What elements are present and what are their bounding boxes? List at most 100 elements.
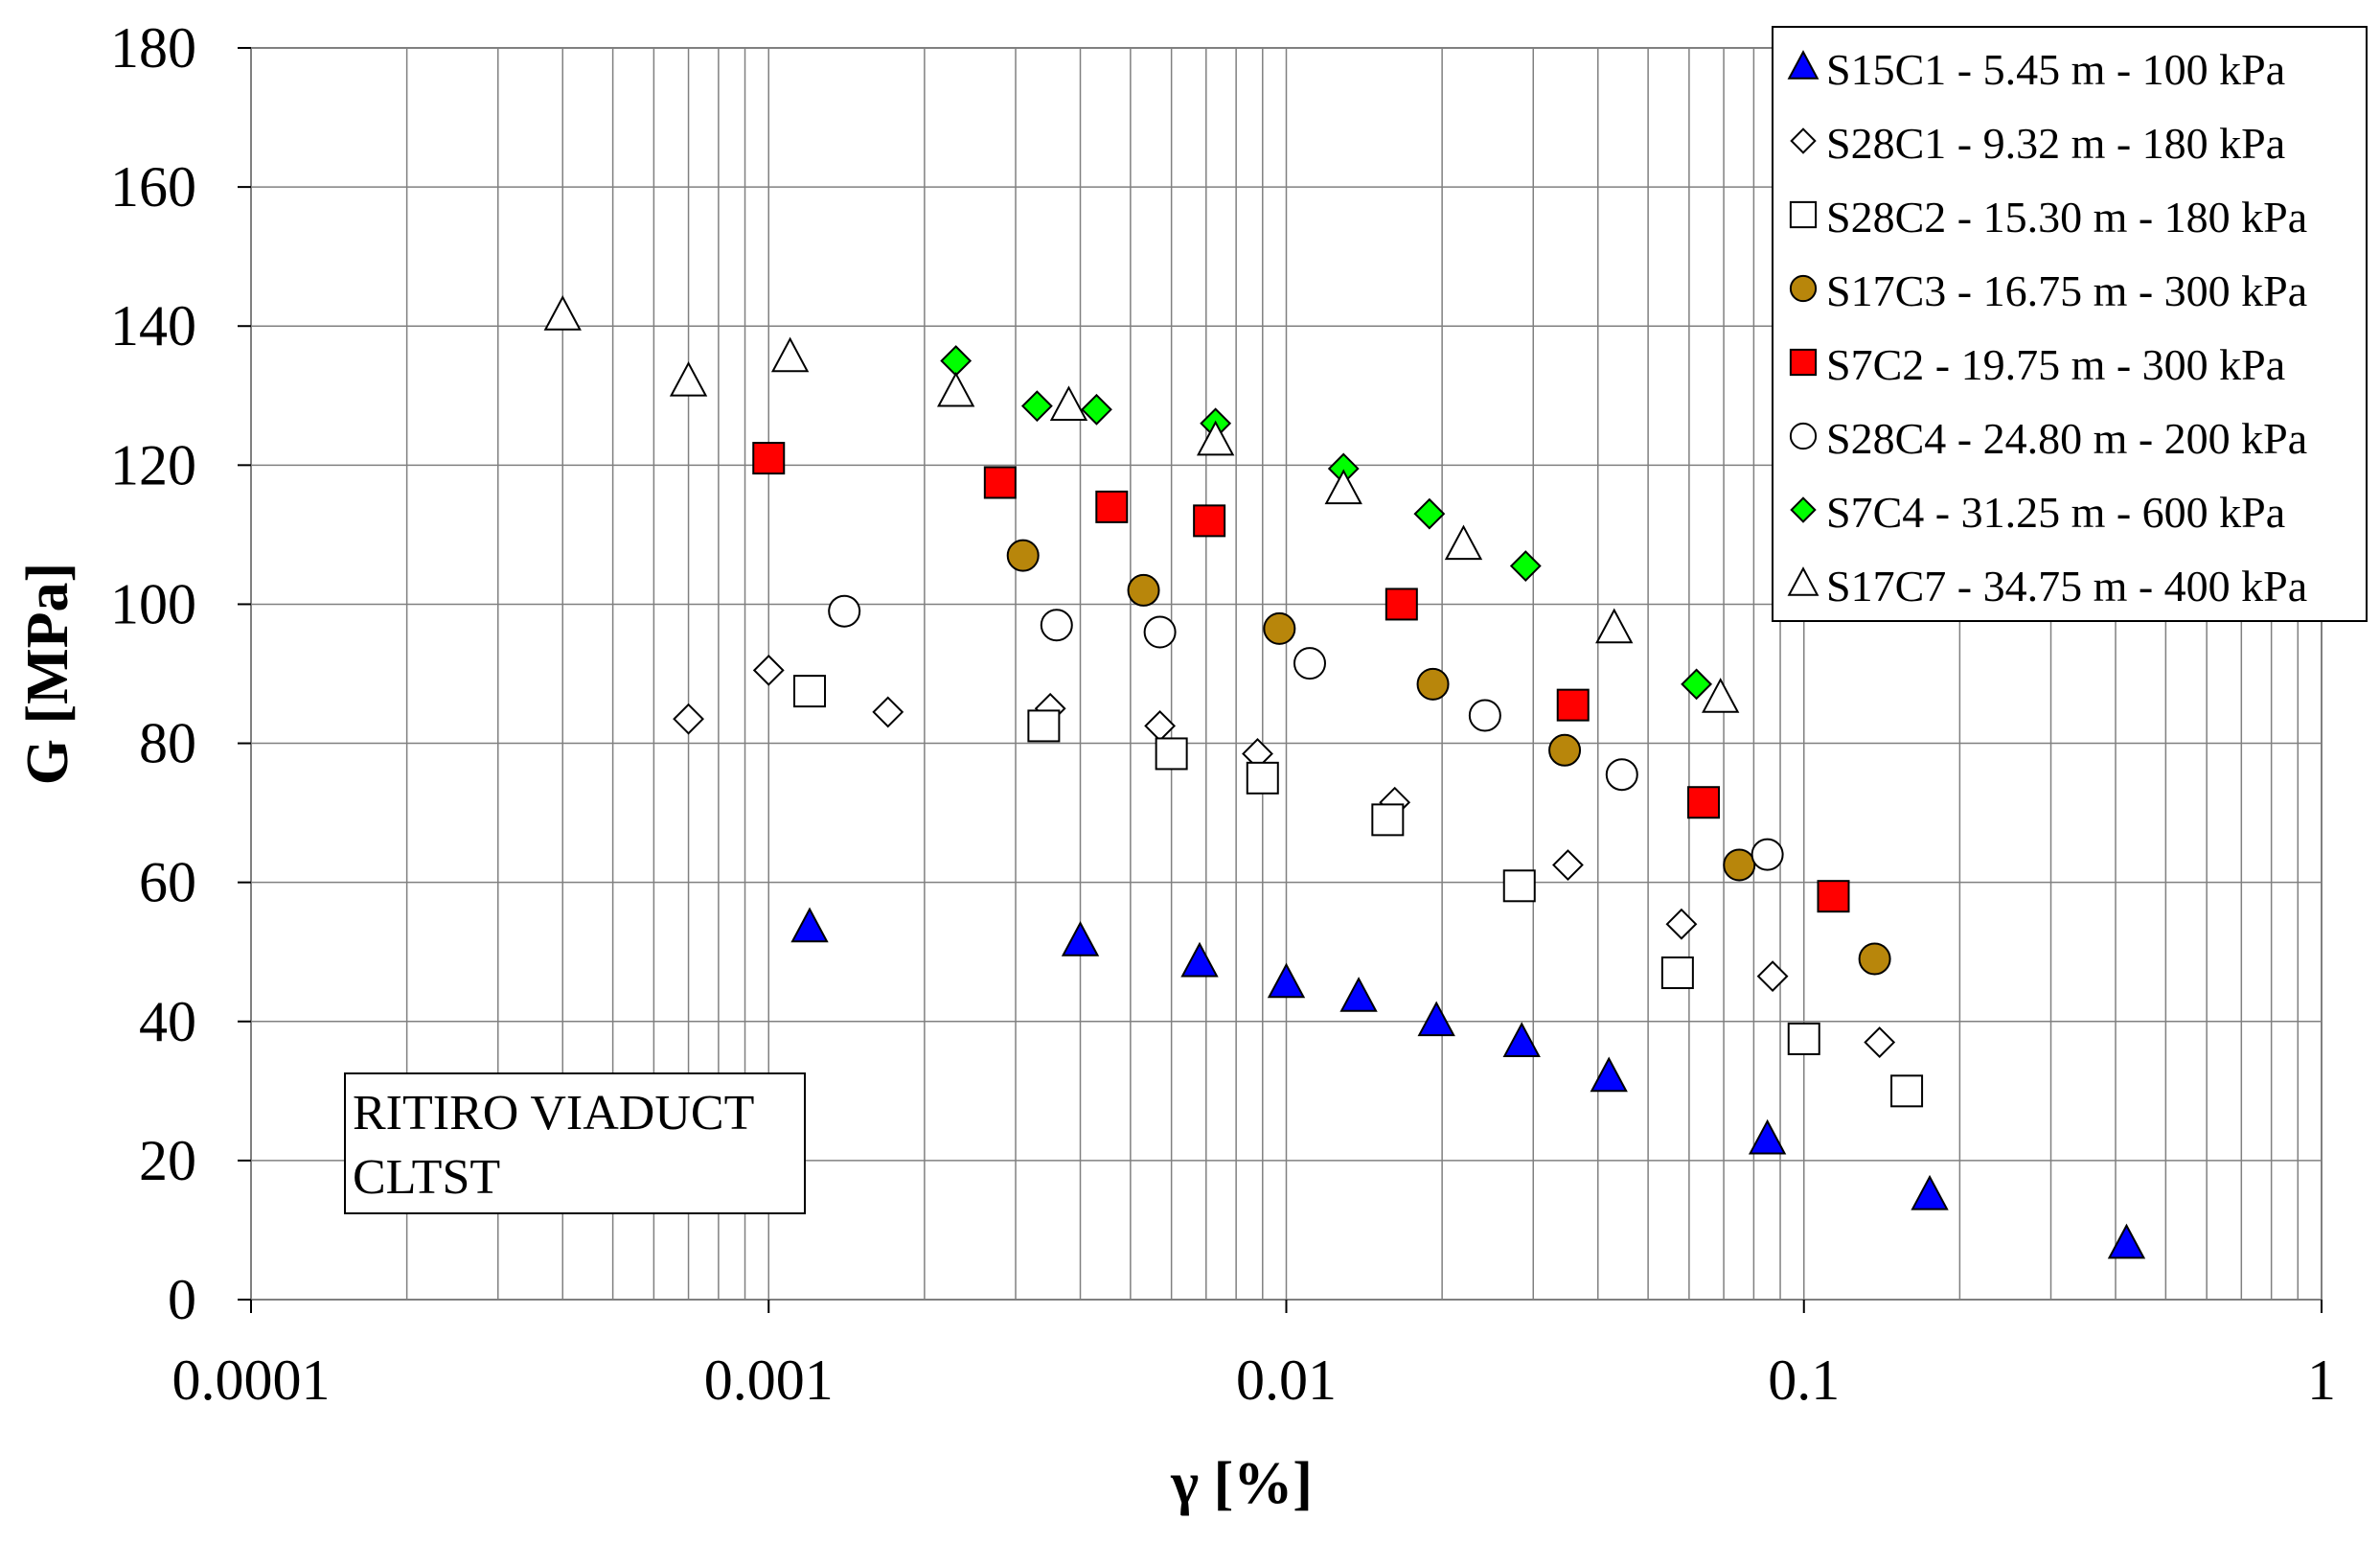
- data-point: [983, 466, 1017, 499]
- x-tick-label: 0.01: [1236, 1348, 1337, 1412]
- y-tick-label: 160: [110, 155, 196, 219]
- data-point: [752, 654, 785, 686]
- data-point: [1155, 737, 1188, 771]
- data-point: [1660, 956, 1694, 989]
- data-point: [1502, 1022, 1541, 1057]
- legend-marker: [1789, 274, 1818, 303]
- legend-item: S17C7 - 34.75 m - 400 kPa: [1787, 562, 2307, 611]
- y-tick-label: 60: [139, 851, 196, 914]
- y-tick-label: 180: [110, 16, 196, 80]
- data-point: [1702, 678, 1740, 713]
- y-tick-label: 20: [139, 1129, 196, 1192]
- data-point: [1502, 869, 1536, 903]
- data-point: [1416, 667, 1450, 701]
- legend-items: S15C1 - 5.45 m - 100 kPa S28C1 - 9.32 m -…: [1787, 45, 2307, 611]
- data-point: [752, 442, 786, 475]
- data-point: [770, 336, 810, 373]
- data-point: [1787, 1022, 1820, 1055]
- data-point: [790, 907, 829, 943]
- series-2: [673, 654, 1896, 1058]
- series-5: [752, 442, 1850, 913]
- legend-label: S15C1 - 5.45 m - 100 kPa: [1826, 45, 2285, 94]
- series-6: [828, 594, 1784, 871]
- legend-label: S7C2 - 19.75 m - 300 kPa: [1826, 340, 2285, 389]
- legend-marker: [1787, 50, 1819, 80]
- data-point: [1339, 977, 1378, 1012]
- legend-label: S28C4 - 24.80 m - 200 kPa: [1826, 414, 2307, 463]
- legend-frame: [1772, 26, 2368, 622]
- data-point: [543, 295, 582, 331]
- legend-marker: [1789, 348, 1818, 377]
- data-point: [1193, 504, 1226, 538]
- data-point: [793, 675, 827, 708]
- data-point: [1095, 490, 1129, 523]
- legend-label: S17C3 - 16.75 m - 300 kPa: [1826, 266, 2307, 315]
- data-point: [1324, 469, 1362, 505]
- data-point: [1864, 1026, 1896, 1058]
- legend-label: S17C7 - 34.75 m - 400 kPa: [1826, 562, 2307, 611]
- y-tick-label: 140: [110, 294, 196, 357]
- x-tick-label: 0.1: [1768, 1348, 1840, 1412]
- x-tick-label: 0.001: [704, 1348, 834, 1412]
- data-point: [1748, 1118, 1787, 1155]
- legend-label: S28C1 - 9.32 m - 180 kPa: [1826, 119, 2285, 168]
- data-point: [1756, 960, 1789, 993]
- y-tick-label: 0: [168, 1268, 196, 1331]
- data-point: [1127, 573, 1160, 607]
- y-tick-label: 120: [110, 433, 196, 496]
- data-points: [543, 295, 2146, 1259]
- legend-marker: [1789, 422, 1818, 450]
- y-axis-title: G [MPa]: [15, 563, 80, 785]
- legend-item: S28C2 - 15.30 m - 180 kPa: [1789, 193, 2307, 242]
- y-tick-label: 40: [139, 990, 196, 1053]
- data-point: [1293, 647, 1326, 680]
- data-point: [1890, 1074, 1924, 1108]
- data-point: [1687, 786, 1721, 819]
- x-axis-title: γ [%]: [1170, 1451, 1313, 1516]
- data-point: [1605, 758, 1638, 792]
- data-point: [1061, 921, 1100, 956]
- data-point: [1444, 524, 1483, 561]
- data-point: [1548, 733, 1582, 767]
- annotation-line-1: RITIRO VIADUCT: [353, 1086, 754, 1141]
- legend-item: S7C4 - 31.25 m - 600 kPa: [1790, 488, 2285, 537]
- data-point: [1817, 880, 1850, 913]
- legend-item: S28C4 - 24.80 m - 200 kPa: [1789, 414, 2307, 463]
- data-point: [1858, 942, 1891, 976]
- x-tick-label: 0.0001: [172, 1348, 331, 1412]
- data-point: [1027, 709, 1061, 743]
- data-point: [828, 594, 861, 628]
- data-point: [1371, 803, 1405, 837]
- data-point: [1040, 609, 1073, 642]
- legend-marker: [1790, 496, 1817, 523]
- series-7: [940, 345, 1713, 701]
- axis-ticks: 0.0001 0.001 0.01 0.1 1 0 20 40 60 80 100 120 140 160…: [110, 16, 2336, 1412]
- data-point: [669, 360, 708, 397]
- data-point: [1049, 385, 1088, 422]
- data-point: [1246, 761, 1279, 795]
- data-point: [1081, 393, 1112, 426]
- y-tick-label: 80: [139, 712, 196, 775]
- data-point: [937, 371, 975, 407]
- data-point: [1723, 848, 1756, 882]
- data-point: [2107, 1223, 2146, 1259]
- data-point: [1590, 1056, 1628, 1093]
- data-point: [1556, 688, 1590, 722]
- data-point: [1143, 615, 1177, 649]
- data-point: [1468, 699, 1501, 732]
- annotation-frame: [344, 1072, 806, 1214]
- series-4: [1006, 539, 1891, 976]
- series-3: [793, 675, 1924, 1108]
- data-point: [1911, 1174, 1949, 1210]
- legend: S15C1 - 5.45 m - 100 kPa S28C1 - 9.32 m -…: [1772, 26, 2368, 622]
- legend-item: S7C2 - 19.75 m - 300 kPa: [1789, 340, 2285, 389]
- data-point: [1665, 908, 1698, 940]
- y-tick-label: 100: [110, 572, 196, 635]
- legend-item: S28C1 - 9.32 m - 180 kPa: [1790, 119, 2285, 168]
- data-point: [1751, 838, 1784, 871]
- data-point: [1385, 588, 1418, 621]
- data-point: [1006, 539, 1040, 572]
- legend-marker: [1787, 566, 1819, 596]
- data-point: [673, 703, 704, 735]
